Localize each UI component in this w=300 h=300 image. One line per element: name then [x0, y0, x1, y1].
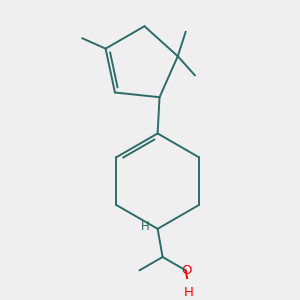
Text: H: H	[184, 286, 194, 299]
Text: O: O	[182, 264, 192, 277]
Text: H: H	[141, 220, 150, 233]
